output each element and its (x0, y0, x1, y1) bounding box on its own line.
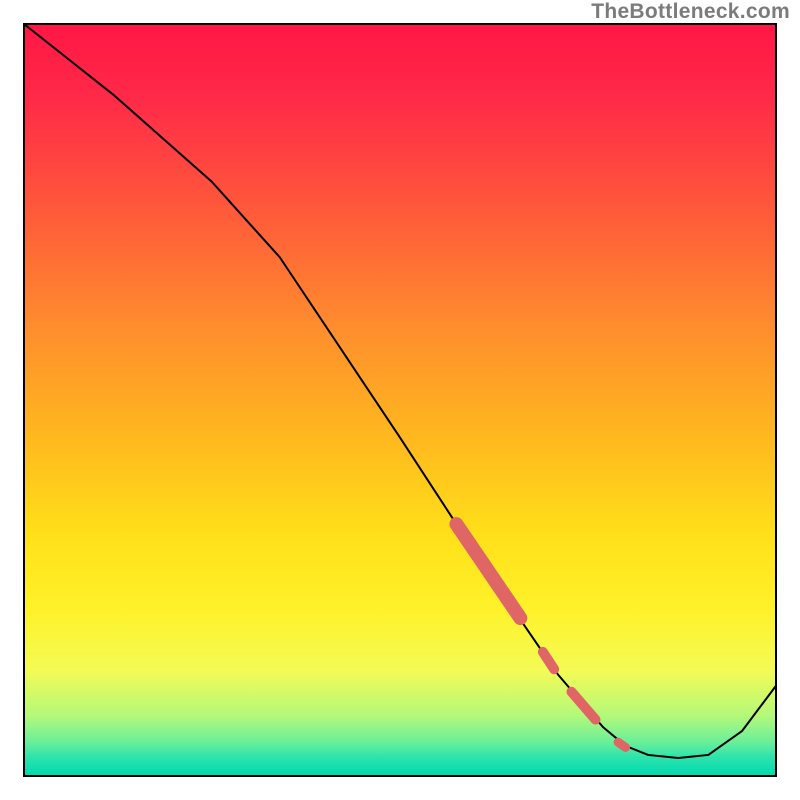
bottleneck-chart (0, 0, 800, 800)
chart-container: TheBottleneck.com (0, 0, 800, 800)
highlight-segment-3 (618, 742, 626, 747)
gradient-background (24, 24, 776, 776)
